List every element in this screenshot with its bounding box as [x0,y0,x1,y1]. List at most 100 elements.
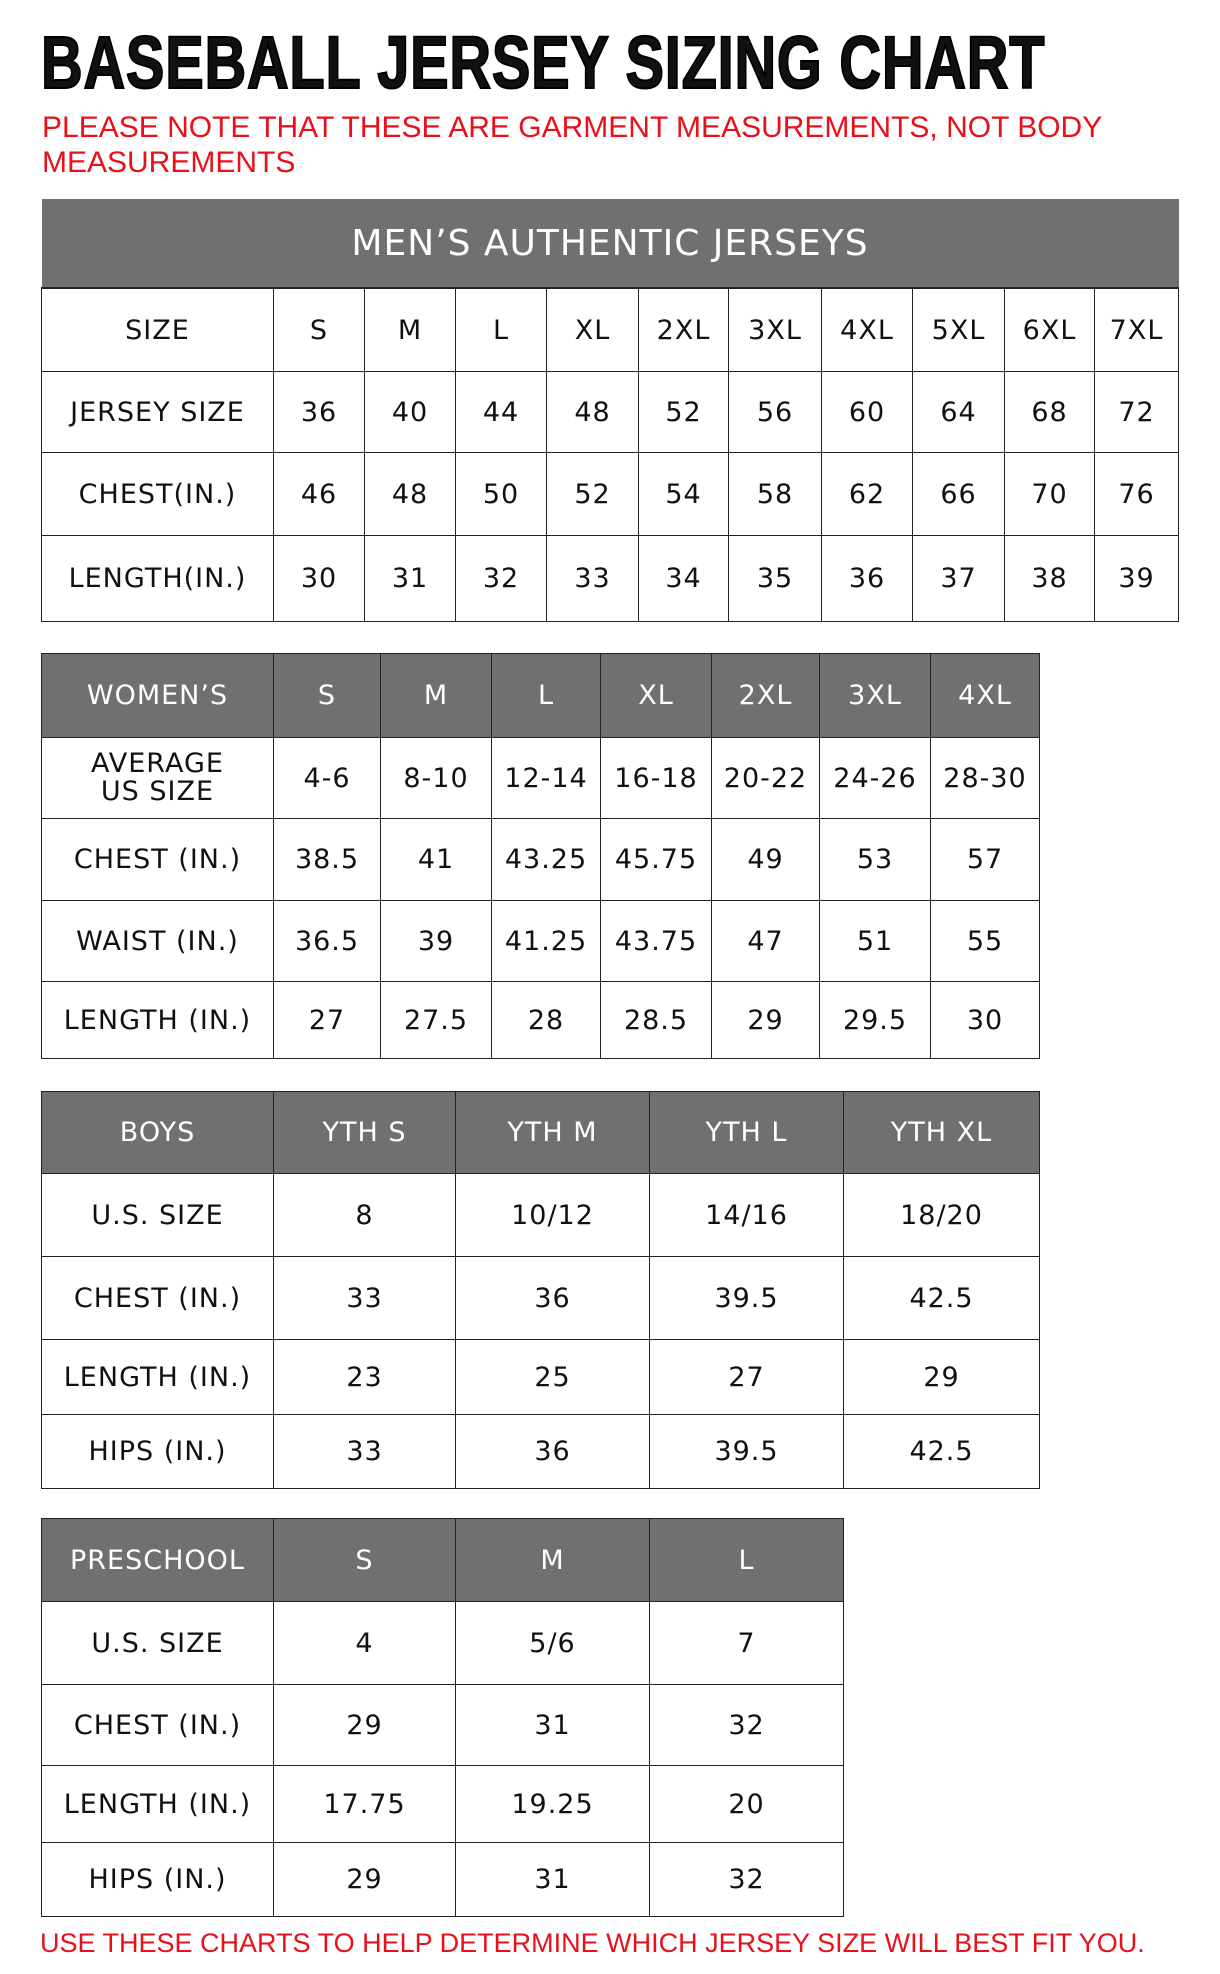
table-cell: 41.25 [491,900,601,982]
table-cell: 48 [546,371,639,453]
header-cell: M [364,287,456,372]
table-cell: 29 [843,1339,1040,1415]
row-label: CHEST(IN.) [41,452,274,536]
table-cell: 52 [638,371,729,453]
table-cell: 38 [1004,535,1095,622]
header-cell: 4XL [821,287,913,372]
table-cell: 17.75 [273,1765,456,1843]
table-cell: 12-14 [491,737,601,819]
garment-measurement-note: PLEASE NOTE THAT THESE ARE GARMENT MEASU… [42,111,1102,179]
table-cell: 5/6 [455,1601,650,1685]
header-cell: 2XL [638,287,729,372]
table-cell: 52 [546,452,639,536]
page-title: BASEBALL JERSEY SIZING CHART [40,21,1046,104]
table-cell: 39 [380,900,492,982]
table-row: LENGTH (IN.) 17.75 19.25 20 [41,1765,844,1843]
header-cell: BOYS [41,1091,274,1174]
table-cell: 10/12 [455,1173,650,1257]
table-cell: 47 [711,900,820,982]
table-cell: 18/20 [843,1173,1040,1257]
footer-note: USE THESE CHARTS TO HELP DETERMINE WHICH… [40,1928,1145,1958]
table-cell: 53 [819,818,931,901]
table-cell: 32 [649,1684,844,1766]
row-label: HIPS (IN.) [41,1842,274,1917]
header-cell: S [273,653,381,738]
table-cell: 42.5 [843,1414,1040,1489]
table-row: AVERAGE US SIZE 4-6 8-10 12-14 16-18 20-22 24-… [41,737,1040,819]
table-cell: 4 [273,1601,456,1685]
row-label: LENGTH (IN.) [41,1765,274,1843]
table-cell: 28 [491,981,601,1059]
table-cell: 34 [638,535,729,622]
table-banner: MEN’S AUTHENTIC JERSEYS [41,199,1179,289]
table-cell: 72 [1093,371,1180,453]
table-cell: 36 [455,1256,650,1340]
table-cell: 49 [711,818,820,901]
table-cell: 68 [1004,371,1095,453]
table-cell: 16-18 [600,737,712,819]
table-cell: 51 [819,900,931,982]
row-label: LENGTH (IN.) [41,981,274,1059]
header-cell: 3XL [819,653,931,738]
table-cell: 4-6 [273,737,381,819]
header-cell: XL [600,653,712,738]
header-row: WOMEN’S S M L XL 2XL 3XL 4XL [41,653,1040,738]
table-cell: 62 [821,452,913,536]
table-cell: 58 [728,452,822,536]
table-cell: 27.5 [380,981,492,1059]
table-row: LENGTH (IN.) 27 27.5 28 28.5 29 29.5 30 [41,981,1040,1059]
table-cell: 45.75 [600,818,712,901]
boys-table: BOYS YTH S YTH M YTH L YTH XL U.S. SIZE 8 10/12… [41,1091,1040,1489]
table-cell: 38.5 [273,818,381,901]
table-cell: 60 [821,371,913,453]
table-cell: 39 [1093,535,1180,622]
header-cell: L [491,653,601,738]
table-cell: 36 [455,1414,650,1489]
table-cell: 43.25 [491,818,601,901]
preschool-table: PRESCHOOL S M L U.S. SIZE 4 5/6 7 CHEST (IN.) 29 3… [41,1518,844,1917]
header-cell: PRESCHOOL [41,1518,274,1602]
table-row: HIPS (IN.) 33 36 39.5 42.5 [41,1414,1040,1489]
table-row: CHEST (IN.) 33 36 39.5 42.5 [41,1256,1040,1340]
table-cell: 55 [930,900,1040,982]
table-cell: 36 [821,535,913,622]
table-cell: 70 [1004,452,1095,536]
row-label: LENGTH (IN.) [41,1339,274,1415]
womens-table: WOMEN’S S M L XL 2XL 3XL 4XL AVERAGE US SIZE 4-6 8… [41,653,1040,1059]
header-cell: SIZE [41,287,274,372]
banner-row: MEN’S AUTHENTIC JERSEYS [41,199,1179,289]
header-cell: L [455,287,547,372]
table-cell: 42.5 [843,1256,1040,1340]
table-cell: 57 [930,818,1040,901]
row-label: LENGTH(IN.) [41,535,274,622]
table-cell: 48 [364,452,456,536]
header-cell: XL [546,287,639,372]
header-cell: S [273,1518,456,1602]
header-cell: L [649,1518,844,1602]
row-label: U.S. SIZE [41,1601,274,1685]
table-cell: 8-10 [380,737,492,819]
header-cell: WOMEN’S [41,653,274,738]
row-label: AVERAGE US SIZE [41,737,274,819]
table-cell: 36.5 [273,900,381,982]
table-cell: 30 [930,981,1040,1059]
table-cell: 29 [273,1842,456,1917]
table-cell: 44 [455,371,547,453]
table-cell: 33 [273,1256,456,1340]
table-cell: 39.5 [649,1414,844,1489]
table-cell: 27 [649,1339,844,1415]
table-cell: 66 [912,452,1005,536]
table-cell: 29 [273,1684,456,1766]
table-cell: 19.25 [455,1765,650,1843]
header-cell: M [455,1518,650,1602]
table-cell: 20-22 [711,737,820,819]
table-row: LENGTH (IN.) 23 25 27 29 [41,1339,1040,1415]
header-row: SIZE S M L XL 2XL 3XL 4XL 5XL 6XL 7XL [41,287,1180,372]
header-cell: 6XL [1004,287,1095,372]
row-label: CHEST (IN.) [41,1256,274,1340]
row-label: U.S. SIZE [41,1173,274,1257]
table-cell: 8 [273,1173,456,1257]
table-cell: 25 [455,1339,650,1415]
header-cell: YTH XL [843,1091,1040,1174]
table-cell: 35 [728,535,822,622]
